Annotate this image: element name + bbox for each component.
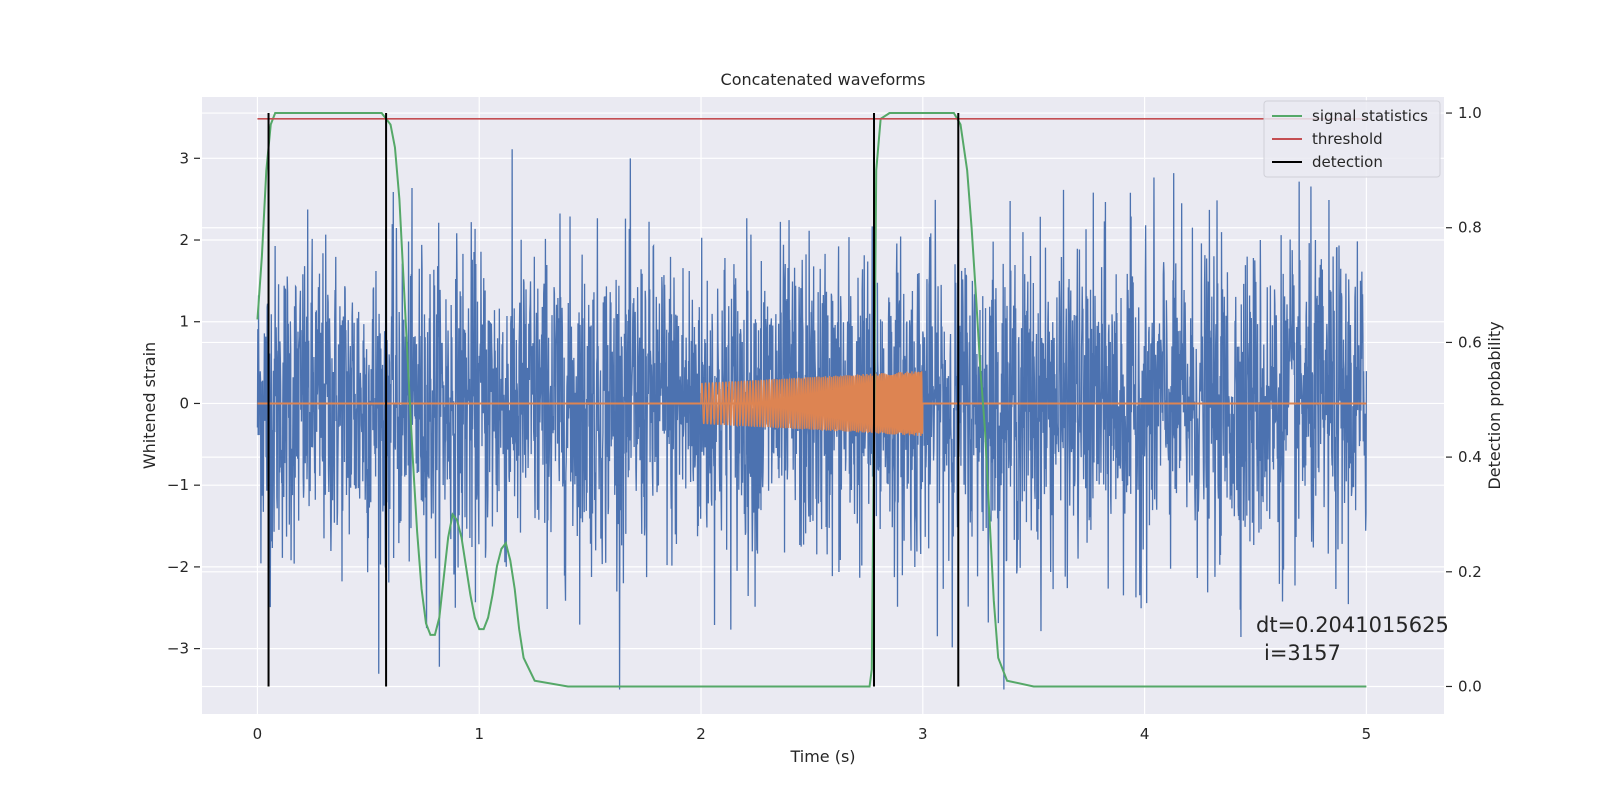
detection-series <box>267 113 960 687</box>
y-tick-label: 0 <box>179 394 189 412</box>
strain-series <box>256 149 1368 690</box>
x-axis-title: Time (s) <box>789 747 855 766</box>
y-right-tick-label: 1.0 <box>1458 104 1482 122</box>
x-tick-label: 5 <box>1362 725 1372 743</box>
y-right-tick-label: 0.2 <box>1458 563 1482 581</box>
y-right-tick-label: 0.8 <box>1458 219 1482 237</box>
x-tick-label: 4 <box>1140 725 1150 743</box>
legend-label-threshold: threshold <box>1312 130 1383 148</box>
y-right-tick-label: 0.4 <box>1458 448 1482 466</box>
legend-label-detection: detection <box>1312 153 1383 171</box>
chart-title: Concatenated waveforms <box>721 70 926 89</box>
y-tick-label: −1 <box>167 476 189 494</box>
y-right-tick-label: 0.6 <box>1458 333 1482 351</box>
x-tick-label: 0 <box>253 725 263 743</box>
annotation-index: i=3157 <box>1264 641 1341 665</box>
y-tick-label: 2 <box>179 231 189 249</box>
y-right-tick-label: 0.0 <box>1458 677 1482 695</box>
y-tick-label: −3 <box>167 640 189 658</box>
legend: signal statistics threshold detection <box>1263 100 1441 178</box>
strain-line <box>256 149 1368 690</box>
y-tick-label: −2 <box>167 558 189 576</box>
x-tick-label: 1 <box>474 725 484 743</box>
statistics-line <box>256 112 1367 688</box>
legend-label-signal-statistics: signal statistics <box>1312 107 1428 125</box>
y-tick-label: 1 <box>179 313 189 331</box>
chirp-series <box>257 371 1367 437</box>
x-tick-label: 3 <box>918 725 928 743</box>
y-right-axis-title: Detection probability <box>1485 321 1504 489</box>
statistics-series <box>256 112 1367 688</box>
y-axis-title: Whitened strain <box>140 342 159 469</box>
y-tick-label: 3 <box>179 149 189 167</box>
chirp-line <box>700 371 924 437</box>
axis-ticks: 0 1 2 3 4 5 −3 −2 −1 0 1 2 3 0.0 0.2 0.4 0.6 0.8 1.0 <box>167 104 1482 743</box>
x-tick-label: 2 <box>696 725 706 743</box>
legend-box <box>1263 100 1441 178</box>
annotation-dt: dt=0.2041015625 <box>1256 613 1449 637</box>
